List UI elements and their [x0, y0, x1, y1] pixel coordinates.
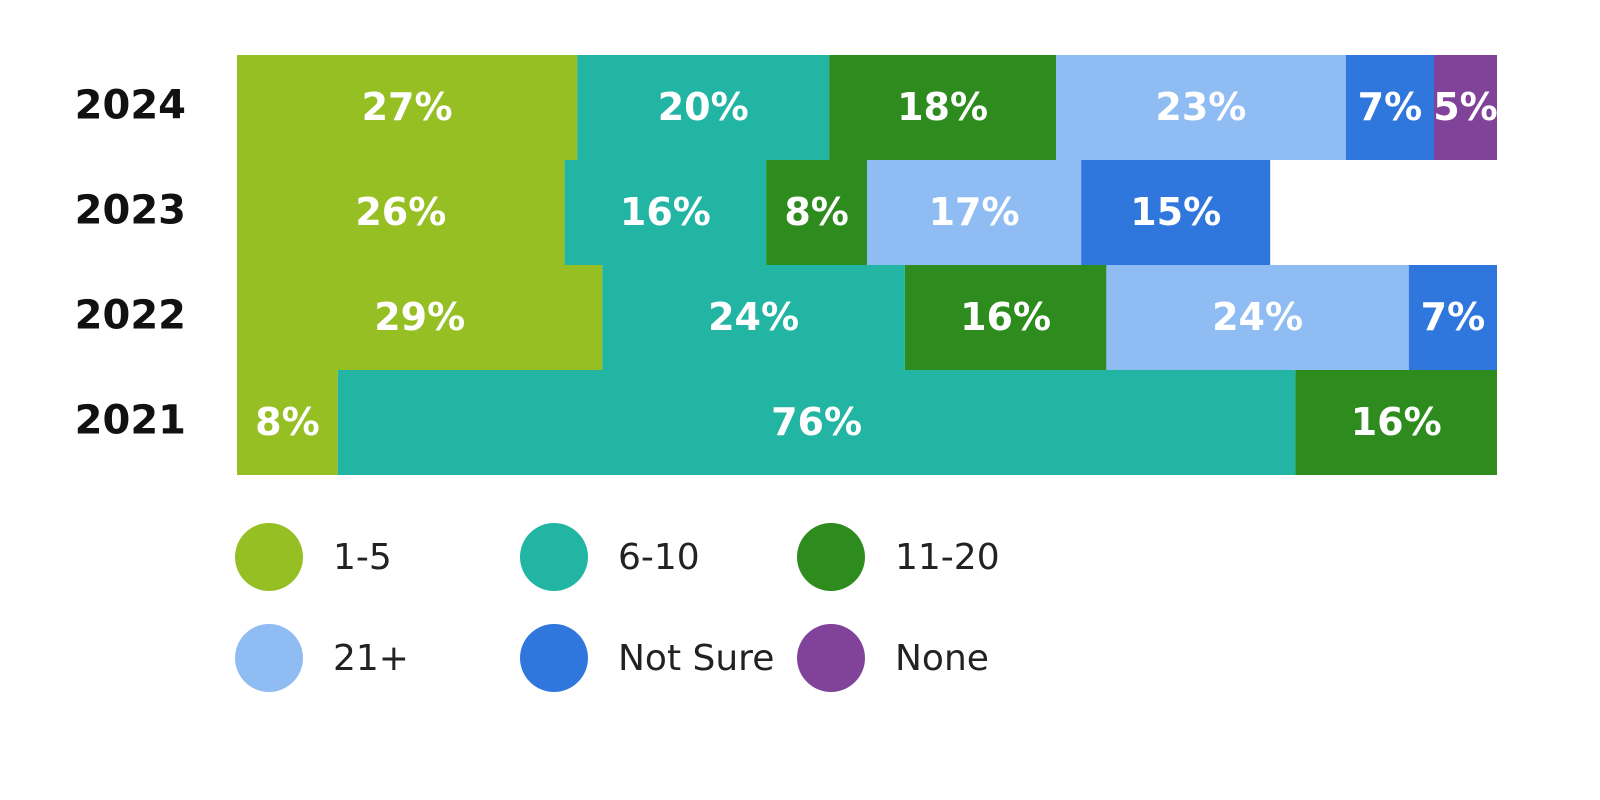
legend-label: 1-5	[333, 537, 392, 578]
bar-segment	[564, 160, 767, 265]
value-label: 18%	[897, 85, 988, 129]
bar-segment	[1081, 160, 1271, 265]
legend-swatch	[520, 523, 588, 591]
value-label: 29%	[374, 295, 465, 339]
bar-segment	[766, 160, 867, 265]
value-label: 15%	[1130, 190, 1221, 234]
legend-swatch	[797, 523, 865, 591]
y-tick-label: 2024	[75, 83, 186, 129]
value-label: 16%	[960, 295, 1051, 339]
legend-label: 6-10	[618, 537, 700, 578]
legend-swatch	[520, 624, 588, 692]
value-label: 24%	[708, 295, 799, 339]
bar-segment	[602, 265, 905, 370]
value-label: 5%	[1433, 85, 1498, 129]
value-label: 16%	[620, 190, 711, 234]
value-label: 24%	[1212, 295, 1303, 339]
y-tick-label: 2021	[75, 398, 186, 444]
legend-label: 11-20	[895, 537, 1000, 578]
value-label: 8%	[255, 400, 320, 444]
legend-label: None	[895, 638, 989, 679]
value-label: 26%	[355, 190, 446, 234]
bar-segment	[904, 265, 1107, 370]
bar-segment	[237, 370, 338, 475]
bar-segment	[577, 55, 830, 160]
bar-segment	[337, 370, 1296, 475]
bar-segment	[1295, 370, 1497, 475]
value-label: 7%	[1358, 85, 1423, 129]
bar-segment	[867, 160, 1082, 265]
y-tick-label: 2022	[75, 293, 186, 339]
bar-segment	[237, 160, 565, 265]
bar-segment	[1434, 55, 1497, 160]
value-label: 7%	[1421, 295, 1486, 339]
bar-segment	[237, 55, 578, 160]
bar-segment	[829, 55, 1056, 160]
legend-label: Not Sure	[618, 638, 774, 679]
legend-label: 21+	[333, 638, 409, 679]
value-label: 76%	[771, 400, 862, 444]
bar-segment	[1408, 265, 1497, 370]
value-label: 27%	[362, 85, 453, 129]
value-label: 8%	[784, 190, 849, 234]
bar-segment	[1106, 265, 1409, 370]
legend-swatch	[235, 624, 303, 692]
y-tick-label: 2023	[75, 188, 186, 234]
value-label: 23%	[1155, 85, 1246, 129]
legend-swatch	[235, 523, 303, 591]
bar-segment	[1056, 55, 1346, 160]
value-label: 17%	[929, 190, 1020, 234]
value-label: 20%	[658, 85, 749, 129]
legend-swatch	[797, 624, 865, 692]
bar-segment	[237, 265, 603, 370]
value-label: 16%	[1351, 400, 1442, 444]
bar-segment	[1345, 55, 1434, 160]
